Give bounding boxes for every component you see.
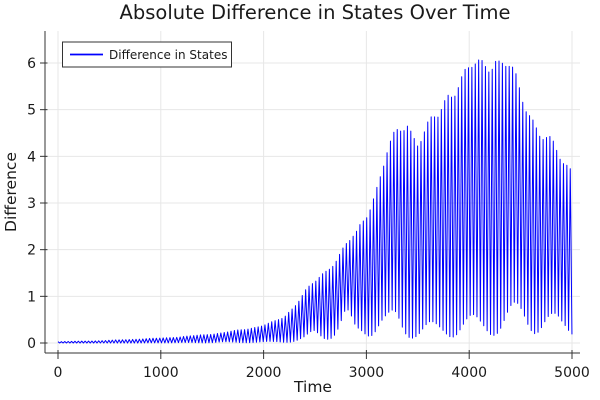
- legend-label: Difference in States: [109, 48, 227, 62]
- x-axis-label: Time: [293, 378, 332, 396]
- y-tick-label-0: 0: [27, 336, 36, 352]
- legend: Difference in States: [62, 41, 232, 68]
- axes: [40, 31, 580, 359]
- y-tick-label-2: 2: [27, 243, 36, 259]
- x-tick-label-5000: 5000: [554, 365, 590, 381]
- y-tick-label-4: 4: [27, 149, 36, 165]
- x-tick-label-1000: 1000: [143, 365, 179, 381]
- x-tick-label-3000: 3000: [349, 365, 385, 381]
- series-difference-in-states: [57, 59, 573, 344]
- chart-title: Absolute Difference in States Over Time: [120, 1, 511, 24]
- y-tick-label-1: 1: [27, 289, 36, 305]
- x-tick-label-0: 0: [54, 365, 63, 381]
- y-tick-label-3: 3: [27, 196, 36, 212]
- y-tick-label-5: 5: [27, 103, 36, 119]
- y-axis-label: Difference: [2, 152, 20, 232]
- x-tick-label-2000: 2000: [246, 365, 282, 381]
- series-line: [57, 59, 573, 344]
- tick-labels: 0 1000 2000 3000 4000 5000 0 1 2 3 4 5 6: [27, 56, 590, 381]
- x-tick-label-4000: 4000: [451, 365, 487, 381]
- y-tick-label-6: 6: [27, 56, 36, 72]
